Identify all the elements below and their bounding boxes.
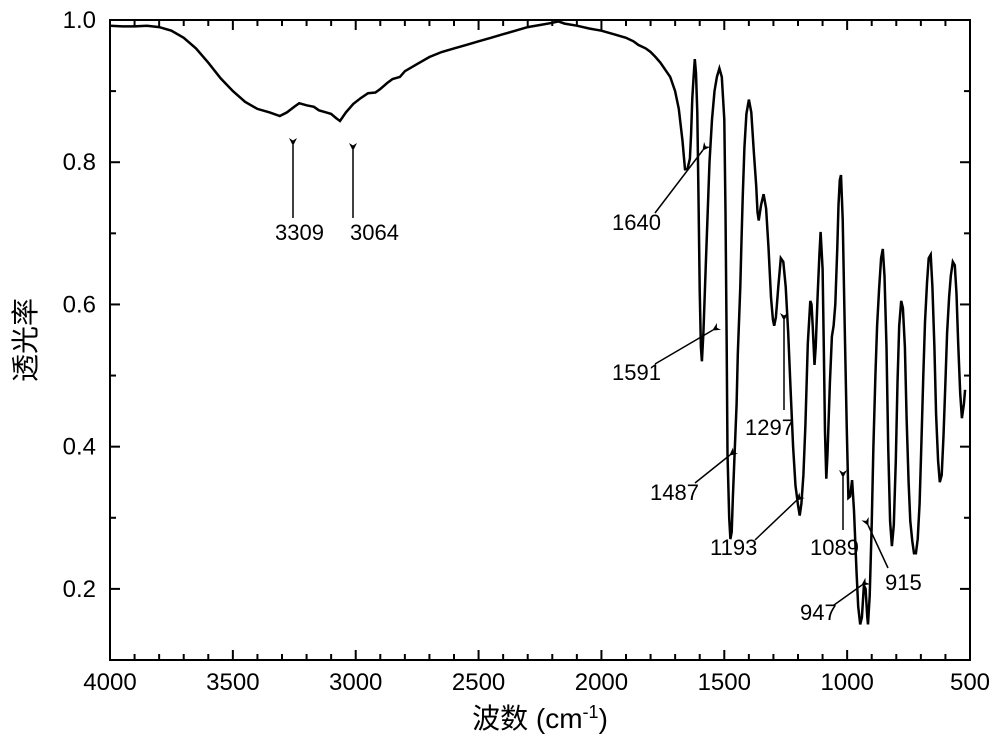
svg-text:947: 947	[800, 600, 837, 625]
svg-text:1089: 1089	[810, 535, 859, 560]
svg-text:1640: 1640	[612, 210, 661, 235]
svg-text:透光率: 透光率	[10, 298, 41, 382]
svg-text:915: 915	[885, 570, 922, 595]
svg-text:500: 500	[950, 669, 990, 696]
svg-text:1.0: 1.0	[63, 7, 96, 34]
ir-spectrum-chart: 4000 3500 3000 2500 2000 1500 1000 500 0.2 0.4 0.6…	[0, 0, 1000, 745]
svg-text:3309: 3309	[275, 220, 324, 245]
svg-text:1000: 1000	[820, 669, 873, 696]
svg-text:0.2: 0.2	[63, 576, 96, 603]
svg-text:3000: 3000	[329, 669, 382, 696]
svg-text:1500: 1500	[698, 669, 751, 696]
svg-text:0.4: 0.4	[63, 434, 96, 461]
svg-text:2000: 2000	[575, 669, 628, 696]
svg-text:1591: 1591	[612, 360, 661, 385]
svg-text:2500: 2500	[452, 669, 505, 696]
svg-text:3064: 3064	[350, 220, 399, 245]
svg-text:0.6: 0.6	[63, 291, 96, 318]
svg-text:4000: 4000	[83, 669, 136, 696]
svg-text:波数 (cm-1): 波数 (cm-1)	[472, 702, 608, 734]
svg-text:1487: 1487	[650, 480, 699, 505]
svg-text:1193: 1193	[710, 535, 757, 560]
svg-text:1297: 1297	[745, 415, 794, 440]
svg-text:3500: 3500	[206, 669, 259, 696]
svg-text:0.8: 0.8	[63, 149, 96, 176]
